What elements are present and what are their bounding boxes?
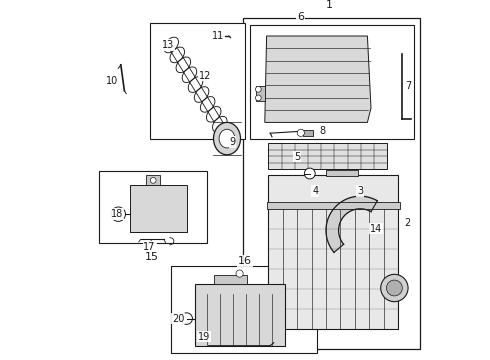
Circle shape [111,207,125,221]
Bar [303,130,314,136]
Circle shape [255,95,261,101]
Polygon shape [256,86,265,101]
Bar [243,18,419,349]
Text: 17: 17 [144,242,156,252]
Text: 20: 20 [172,314,185,324]
Bar [250,25,414,139]
Text: 19: 19 [197,332,210,342]
Text: 11: 11 [212,31,224,41]
Circle shape [236,270,243,277]
Text: 4: 4 [312,186,318,196]
Polygon shape [265,36,371,122]
Text: 16: 16 [238,256,252,266]
Bar [269,175,398,329]
Bar [146,175,160,185]
Bar [195,284,285,346]
Text: 3: 3 [357,186,363,196]
Text: 18: 18 [111,209,123,219]
Text: 14: 14 [370,224,383,234]
Text: 15: 15 [145,252,158,262]
Circle shape [381,274,408,302]
Text: 13: 13 [162,40,174,50]
Text: 2: 2 [405,218,411,228]
Bar [269,143,387,169]
Circle shape [150,177,156,183]
Text: 9: 9 [229,137,236,147]
Circle shape [387,280,402,296]
Circle shape [304,168,315,179]
Text: 10: 10 [106,76,118,86]
Bar [171,266,317,353]
Bar [149,23,245,139]
Bar [130,185,187,232]
Bar [99,171,207,243]
Circle shape [255,86,261,92]
Text: 1: 1 [326,0,333,10]
Polygon shape [326,196,377,252]
Bar [215,275,247,284]
Text: 7: 7 [405,81,412,91]
Circle shape [297,129,304,136]
Bar [267,202,400,209]
Text: 12: 12 [199,71,212,81]
Ellipse shape [219,129,235,148]
Bar [326,170,358,176]
Ellipse shape [214,122,241,155]
Text: 5: 5 [294,152,300,162]
Text: 8: 8 [319,126,325,136]
Circle shape [181,313,193,324]
Text: 6: 6 [297,12,304,22]
